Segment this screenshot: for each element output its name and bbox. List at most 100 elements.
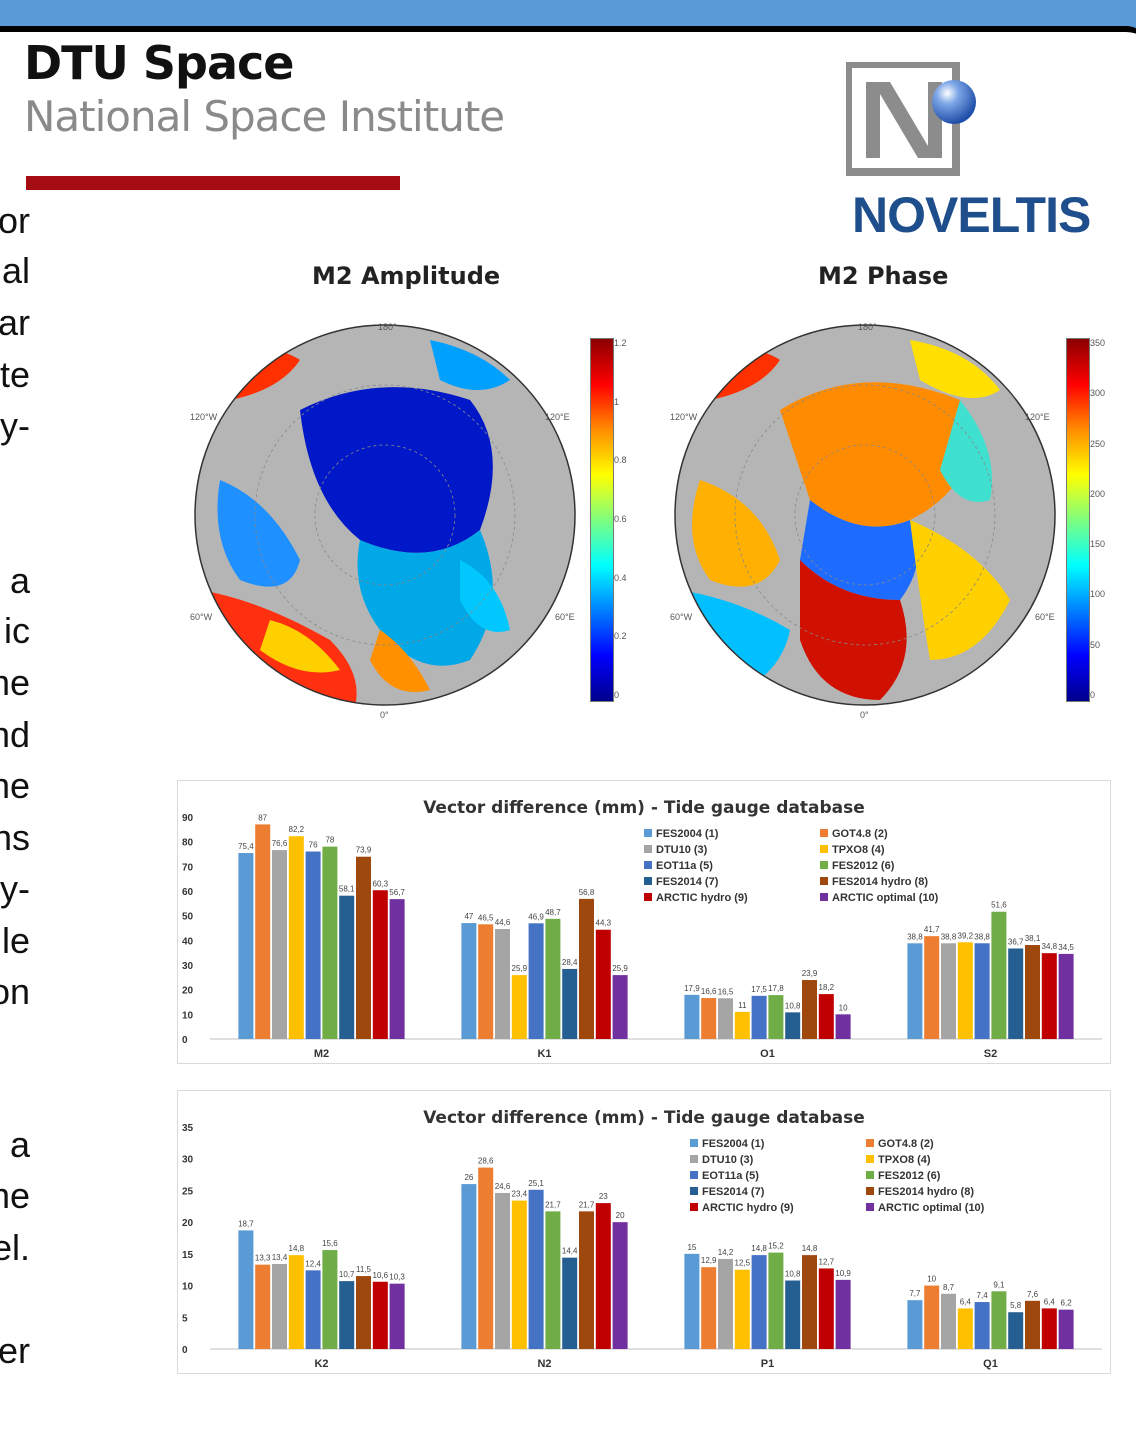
bar <box>701 998 717 1039</box>
data-label: 28,6 <box>478 1157 494 1166</box>
lon-label: 60°E <box>1035 612 1055 622</box>
data-label: 7,7 <box>909 1289 921 1298</box>
category-label: P1 <box>761 1358 774 1370</box>
text-fragment: ic <box>4 610 30 651</box>
text-fragment: ne <box>0 765 30 806</box>
bar <box>612 975 628 1039</box>
y-tick-label: 15 <box>182 1250 194 1261</box>
data-label: 25,9 <box>612 964 628 973</box>
text-fragment: le <box>1 920 30 961</box>
text-fragment: a <box>9 1124 30 1165</box>
bar <box>684 994 700 1039</box>
data-label: 23,4 <box>512 1190 528 1199</box>
bar <box>579 1211 594 1349</box>
bar <box>595 929 611 1039</box>
legend-swatch <box>690 1203 698 1211</box>
colorbar-tick: 100 <box>1090 589 1106 600</box>
y-tick-label: 30 <box>182 961 194 972</box>
data-label: 87 <box>258 813 267 822</box>
legend-label: TPXO8 (4) <box>878 1154 931 1166</box>
data-label: 76 <box>309 841 318 850</box>
legend-label: TPXO8 (4) <box>832 844 885 856</box>
data-label: 38,8 <box>907 932 923 941</box>
bar <box>684 1253 700 1349</box>
data-label: 73,9 <box>356 846 372 855</box>
data-label: 25,1 <box>528 1179 544 1188</box>
data-label: 10,9 <box>835 1269 851 1278</box>
data-label: 34,8 <box>1042 942 1058 951</box>
bar <box>272 1264 287 1349</box>
legend-swatch <box>644 861 652 869</box>
bar <box>612 1222 628 1349</box>
bar <box>1025 1300 1040 1349</box>
bar <box>339 1281 355 1349</box>
bar <box>835 1279 851 1349</box>
bar <box>751 1255 767 1349</box>
legend-label: EOT11a (5) <box>656 860 713 872</box>
bar <box>974 1302 990 1349</box>
legend-label: ARCTIC optimal (10) <box>878 1202 985 1214</box>
lon-label: 120°W <box>190 412 218 422</box>
data-label: 47 <box>464 912 473 921</box>
data-label: 25,9 <box>512 964 528 973</box>
bar <box>991 1291 1007 1349</box>
bar <box>835 1014 851 1039</box>
data-label: 23 <box>599 1192 608 1201</box>
y-tick-label: 40 <box>182 936 194 947</box>
bar <box>818 1268 834 1349</box>
bar <box>511 975 527 1039</box>
bar <box>785 1280 801 1349</box>
bar <box>461 923 477 1039</box>
bar <box>272 850 287 1039</box>
data-label: 15 <box>687 1243 696 1252</box>
bar <box>255 824 271 1039</box>
bar <box>768 1252 784 1349</box>
y-tick-label: 80 <box>182 838 194 849</box>
data-label: 46,5 <box>478 913 494 922</box>
y-tick-label: 30 <box>182 1155 194 1166</box>
data-label: 10,8 <box>785 1001 801 1010</box>
data-label: 10 <box>839 1003 848 1012</box>
legend-label: FES2004 (1) <box>656 828 719 840</box>
bar <box>356 1276 371 1349</box>
bar <box>372 1281 388 1349</box>
lon-label: 120°E <box>1025 412 1050 422</box>
data-label: 10 <box>927 1275 936 1284</box>
text-fragment: nd <box>0 714 30 755</box>
data-label: 10,8 <box>785 1269 801 1278</box>
data-label: 39,2 <box>958 931 974 940</box>
bar <box>941 943 956 1039</box>
data-label: 10,6 <box>373 1271 389 1280</box>
legend-label: FES2014 hydro (8) <box>878 1186 974 1198</box>
data-label: 44,6 <box>495 918 511 927</box>
data-label: 6,4 <box>1044 1297 1056 1306</box>
bar <box>389 899 405 1039</box>
data-label: 76,6 <box>272 839 288 848</box>
lon-label: 60°W <box>670 612 693 622</box>
chart-panel-1: Vector difference (mm) - Tide gauge data… <box>177 780 1111 1064</box>
colorbar-tick: 0.2 <box>614 631 627 642</box>
bar <box>545 1211 561 1349</box>
y-tick-label: 5 <box>182 1313 188 1324</box>
bar <box>907 943 923 1039</box>
text-fragment: a <box>9 560 30 601</box>
bar <box>751 995 767 1039</box>
noveltis-logo-icon <box>846 62 976 176</box>
chart-title: Vector difference (mm) - Tide gauge data… <box>423 798 865 818</box>
legend-swatch <box>644 845 652 853</box>
data-label: 60,3 <box>373 879 389 888</box>
poster-frame <box>0 26 1136 1432</box>
bar <box>701 1267 717 1349</box>
category-label: O1 <box>760 1048 775 1060</box>
bar <box>1008 948 1024 1039</box>
bar <box>288 836 304 1039</box>
bar <box>339 895 355 1039</box>
bar <box>718 1258 733 1349</box>
y-tick-label: 90 <box>182 813 194 824</box>
colorbar-tick: 0 <box>1090 690 1096 700</box>
bar <box>238 1230 254 1349</box>
legend-label: ARCTIC hydro (9) <box>702 1202 794 1214</box>
data-label: 41,7 <box>924 925 940 934</box>
bar <box>495 928 510 1039</box>
bar <box>528 1189 544 1349</box>
